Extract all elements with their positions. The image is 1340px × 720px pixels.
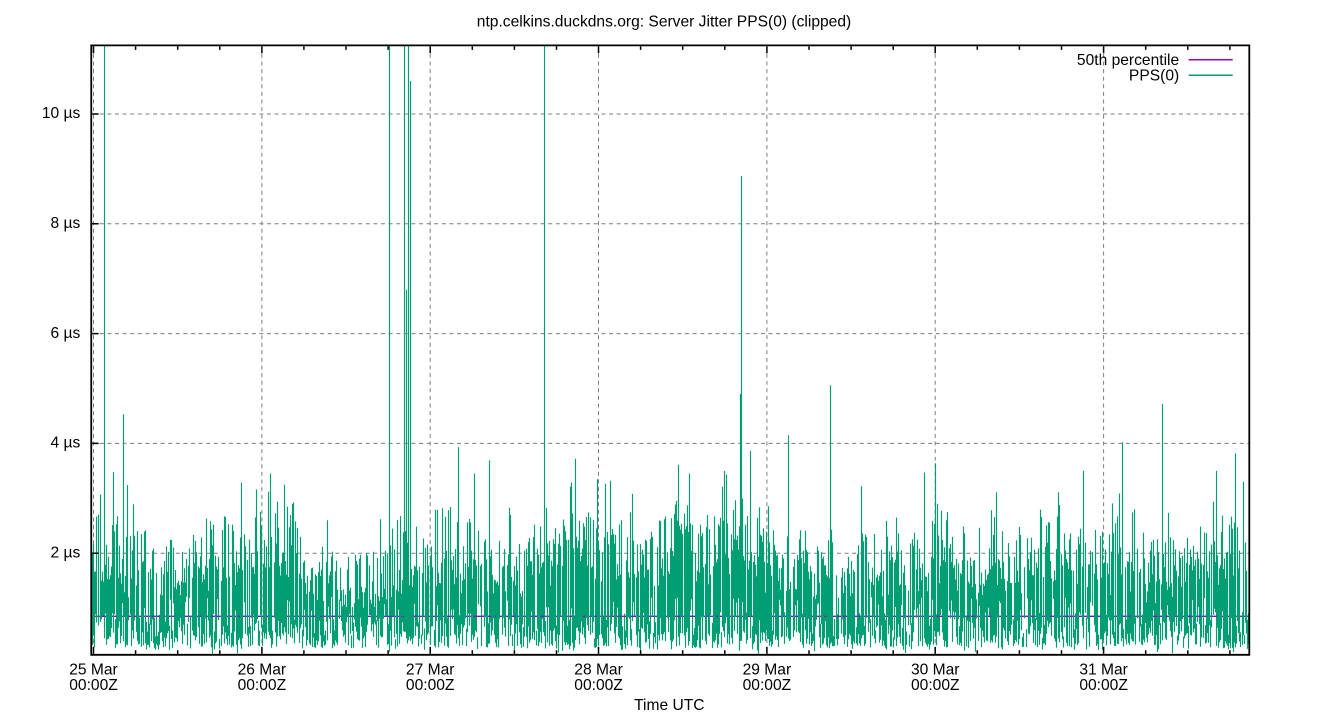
svg-text:00:00Z: 00:00Z [406,677,455,694]
svg-text:00:00Z: 00:00Z [1079,677,1128,694]
svg-text:26 Mar: 26 Mar [238,661,287,678]
svg-text:29 Mar: 29 Mar [743,661,792,678]
svg-text:00:00Z: 00:00Z [911,677,960,694]
svg-text:10 µs: 10 µs [42,105,81,122]
svg-text:PPS(0): PPS(0) [1129,68,1179,85]
svg-text:28 Mar: 28 Mar [574,661,623,678]
svg-text:31 Mar: 31 Mar [1079,661,1128,678]
svg-text:4 µs: 4 µs [51,435,81,452]
svg-text:25 Mar: 25 Mar [69,661,118,678]
svg-text:ntp.celkins.duckdns.org: Serve: ntp.celkins.duckdns.org: Server Jitter P… [477,14,851,31]
svg-text:8 µs: 8 µs [51,215,81,232]
svg-text:Time UTC: Time UTC [634,697,704,714]
svg-text:00:00Z: 00:00Z [743,677,792,694]
svg-text:00:00Z: 00:00Z [238,677,287,694]
svg-text:50th percentile: 50th percentile [1077,52,1179,69]
svg-text:00:00Z: 00:00Z [69,677,118,694]
svg-text:30 Mar: 30 Mar [911,661,960,678]
svg-text:2 µs: 2 µs [51,544,81,561]
svg-text:6 µs: 6 µs [51,325,81,342]
svg-text:00:00Z: 00:00Z [574,677,623,694]
svg-text:27 Mar: 27 Mar [406,661,455,678]
